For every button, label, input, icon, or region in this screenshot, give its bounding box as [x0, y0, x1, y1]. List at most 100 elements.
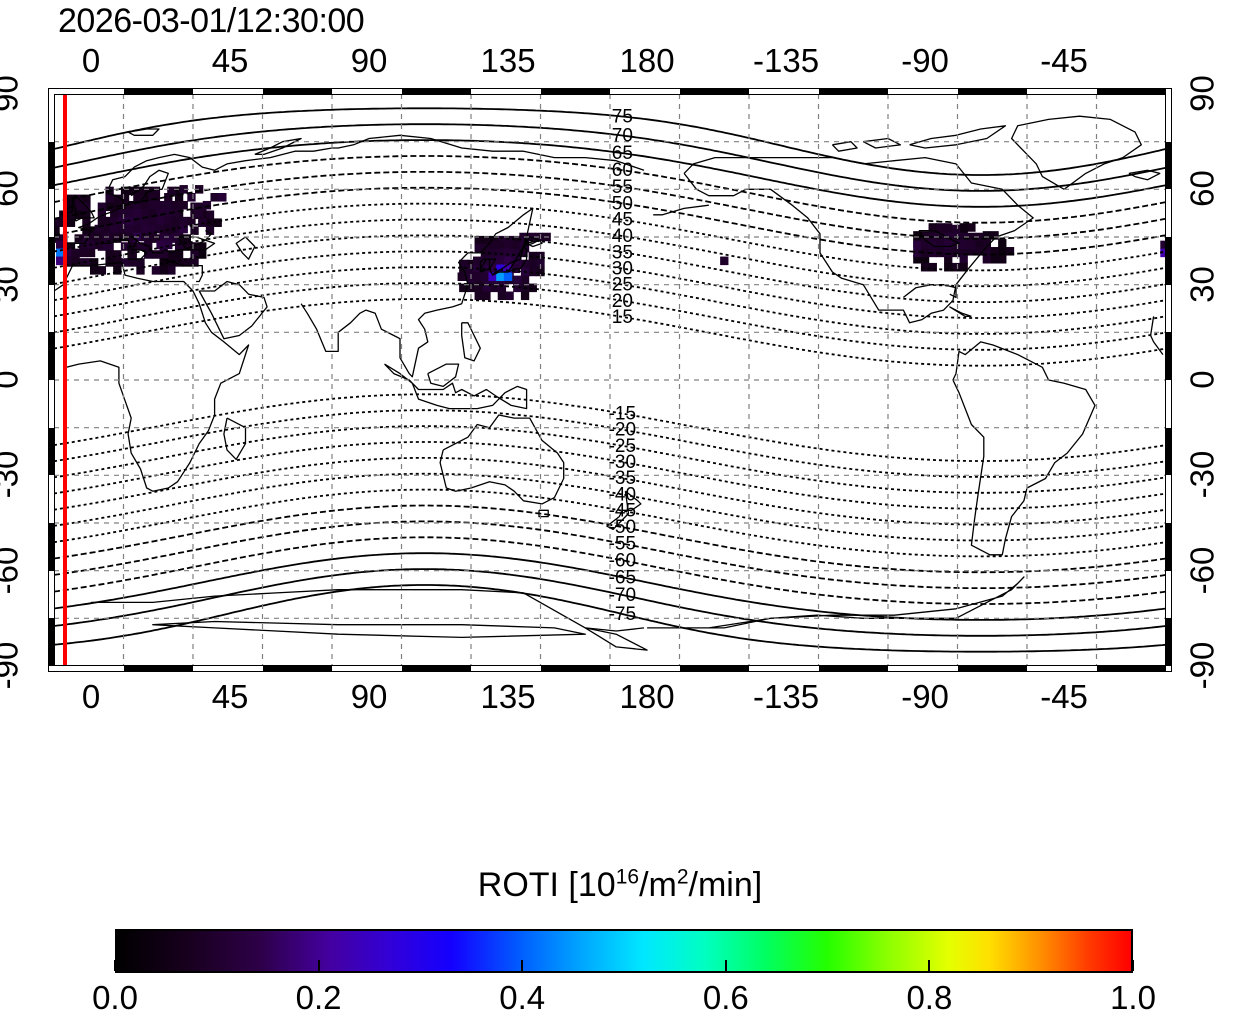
- frame-band-segment: [123, 666, 193, 672]
- frame-band-segment: [957, 88, 1027, 94]
- geomag-contour: [54, 393, 1166, 462]
- frame-band-segment: [401, 88, 471, 94]
- roti-cell: [482, 291, 491, 301]
- roti-cell: [105, 194, 114, 204]
- colorbar-tick-label: 0.2: [295, 979, 342, 1016]
- roti-cell: [164, 208, 173, 218]
- geomag-contour: [54, 520, 1166, 589]
- roti-cell: [998, 254, 1007, 264]
- roti-cell: [496, 256, 505, 266]
- coastline-path: [918, 229, 960, 248]
- roti-cell: [967, 240, 976, 250]
- geomag-contour-label: -50: [609, 517, 636, 538]
- roti-cell: [167, 186, 176, 196]
- roti-cell: [66, 242, 76, 251]
- geomag-contour-label: 45: [612, 210, 633, 231]
- roti-cell: [936, 224, 945, 234]
- x-axis-tick-label: -45: [1040, 678, 1088, 715]
- roti-cell: [82, 210, 91, 220]
- frame-band-segment: [262, 666, 332, 672]
- roti-cell: [967, 247, 976, 256]
- frame-band-segment: [679, 88, 749, 94]
- frame-tick-band: [48, 88, 1172, 672]
- colorbar-tick-mark: [928, 960, 931, 971]
- geomag-contour-label: 20: [612, 291, 633, 312]
- roti-cell: [71, 248, 80, 258]
- roti-cell: [86, 232, 96, 242]
- roti-cell: [136, 242, 145, 251]
- frame-band-segment: [1166, 332, 1172, 380]
- roti-cell: [982, 231, 992, 240]
- roti-cell: [117, 208, 127, 218]
- geomag-contour: [54, 568, 1166, 637]
- geomag-contour-label: 35: [612, 242, 633, 263]
- roti-cell: [959, 254, 968, 264]
- roti-cell: [503, 256, 513, 266]
- roti-cell: [511, 248, 520, 258]
- roti-cell: [920, 254, 930, 264]
- roti-cell: [474, 243, 483, 253]
- roti-cell: [159, 258, 168, 267]
- frame-band-segment: [540, 666, 610, 672]
- roti-cell: [928, 224, 937, 234]
- x-axis-tick-label: 45: [211, 42, 249, 79]
- roti-cell: [120, 242, 130, 251]
- roti-cell: [144, 186, 153, 196]
- roti-cell: [167, 250, 176, 259]
- frame-band-segment: [1096, 666, 1166, 672]
- roti-cell: [148, 232, 158, 242]
- roti-cell: [148, 208, 158, 218]
- roti-cell: [496, 248, 505, 258]
- roti-cell: [140, 224, 150, 234]
- roti-cell: [140, 200, 150, 210]
- roti-cell: [167, 234, 176, 243]
- roti-cell: [66, 194, 76, 204]
- roti-cell: [944, 248, 953, 258]
- roti-cell: [959, 240, 968, 250]
- figure-title: 2026-03-01/12:30:00: [58, 2, 365, 40]
- frame-band-segment: [1166, 237, 1172, 285]
- coastline-path: [100, 230, 213, 260]
- geomag-contour-label: 75: [612, 106, 633, 127]
- roti-cell: [105, 202, 114, 212]
- roti-cell: [959, 247, 968, 256]
- roti-cell: [125, 208, 134, 218]
- roti-cell: [140, 216, 150, 226]
- x-axis-tick-label: 90: [350, 678, 388, 715]
- geomag-contour-label: 40: [612, 226, 633, 247]
- roti-cell: [951, 262, 961, 272]
- colorbar[interactable]: [115, 929, 1133, 973]
- roti-cell: [148, 200, 158, 210]
- roti-cell: [488, 256, 497, 266]
- map-plot-frame: 75 70 65 60 55 50 45 40 35 30 25 20 15 -15 -20 -25 -30 -3…: [48, 88, 1172, 672]
- frame-band-segment: [48, 618, 54, 666]
- roti-cell: [179, 185, 188, 194]
- x-axis-tick-label: -45: [1040, 42, 1088, 79]
- x-axis-tick-label: 0: [81, 678, 101, 715]
- roti-cell: [503, 248, 513, 258]
- colorbar-title-suffix: /m: [639, 866, 677, 904]
- x-axis-tick-label: -90: [901, 42, 949, 79]
- roti-cell: [56, 240, 65, 250]
- roti-cell: [202, 200, 212, 210]
- coastline-path: [863, 137, 902, 149]
- geomag-contour: [54, 139, 1166, 208]
- roti-cell: [511, 240, 520, 250]
- roti-cell: [54, 226, 60, 235]
- roti-cell: [520, 291, 530, 301]
- roti-cell: [97, 210, 107, 220]
- geomag-contour-label: 15: [612, 307, 633, 328]
- roti-cell: [63, 248, 73, 258]
- roti-cell: [513, 275, 522, 285]
- roti-cell: [205, 226, 215, 235]
- geomag-contour: [54, 488, 1166, 558]
- roti-cell: [89, 258, 99, 267]
- roti-cell: [102, 224, 111, 234]
- frame-band-segment: [123, 88, 193, 94]
- geomag-contour-label: -70: [609, 585, 636, 606]
- coastline-path: [1128, 169, 1161, 181]
- frame-band-segment: [1166, 427, 1172, 476]
- roti-cell: [198, 250, 207, 259]
- roti-cell: [110, 224, 119, 234]
